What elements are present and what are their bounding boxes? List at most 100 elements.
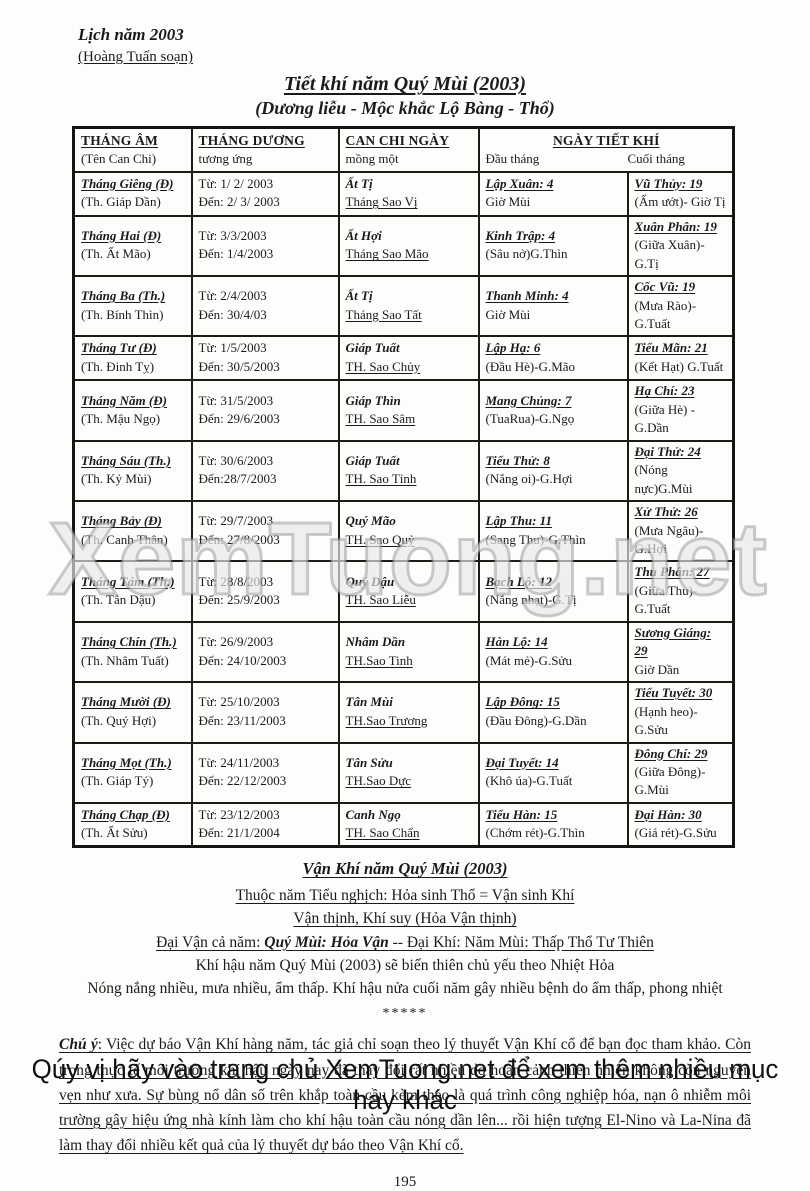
- term-start-detail: (Mát mẻ)-G.Sửu: [485, 652, 572, 668]
- term-start-detail: (Sang Thu)-G.Thìn: [485, 531, 586, 547]
- table-row: Tháng Giêng (Đ) (Th. Giáp Dần) Từ: 1/ 2/…: [72, 170, 735, 217]
- cell-term-end: Đại Thử: 24 (Nóng nực)G.Mùi: [626, 439, 735, 503]
- cell-month: Tháng Bảy (Đ) (Th. Canh Thân): [72, 500, 193, 563]
- book-title: Lịch năm 2003: [78, 25, 184, 44]
- solar-from: Từ: 25/10/2003: [198, 694, 280, 710]
- cell-solar-range: Từ: 23/12/2003 Đến: 21/1/2004: [190, 801, 340, 848]
- cell-canchi-day: Giáp Thìn TH. Sao Sâm: [337, 379, 480, 442]
- term-start-name: Lập Xuân: 4: [485, 175, 554, 191]
- term-start-name: Kinh Trập: 4: [485, 227, 556, 243]
- solar-to: Đến: 29/6/2003: [198, 411, 280, 427]
- term-end-name: Xử Thử: 26: [634, 504, 698, 520]
- solar-to: Đến: 30/4/03: [198, 306, 267, 322]
- term-start-name: Bạch Lộ: 12: [485, 573, 552, 589]
- month-name: Tháng Giêng (Đ): [81, 175, 174, 191]
- first-day-star: TH.Sao Dực: [345, 773, 412, 789]
- first-day-canchi: Ất Tị: [345, 175, 373, 191]
- term-end-detail: (Ẩm ướt)- Giờ Tị: [634, 194, 726, 210]
- term-start-detail: (Nắng nhạt)-G.Tị: [485, 592, 577, 608]
- cell-month: Tháng Năm (Đ) (Th. Mậu Ngọ): [72, 379, 193, 442]
- cell-solar-range: Từ: 28/8/2003 Đến: 25/9/2003: [190, 560, 340, 623]
- col-header-thang-duong: THÁNG DƯƠNG tương ứng: [190, 126, 340, 173]
- book-header: Lịch năm 2003 (Hoàng Tuấn soạn): [0, 0, 810, 67]
- month-name: Tháng Chạp (Đ): [81, 806, 170, 822]
- cell-canchi-day: Ất Tị Tháng Sao Tất: [337, 275, 480, 338]
- table-row: Tháng Năm (Đ) (Th. Mậu Ngọ) Từ: 31/5/200…: [72, 379, 735, 442]
- first-day-star: TH.Sao Tinh: [345, 652, 413, 668]
- month-canchi: (Th. Mậu Ngọ): [81, 411, 161, 427]
- month-canchi: (Th. Kỷ Mùi): [81, 471, 152, 487]
- term-start-detail: (Sâu nở)G.Thìn: [485, 246, 568, 262]
- term-end-name: Vũ Thủy: 19: [634, 175, 703, 191]
- first-day-star: TH. Sao Tỉnh: [345, 471, 417, 487]
- table-row: Tháng Sáu (Th.) (Th. Kỷ Mùi) Từ: 30/6/20…: [72, 439, 735, 503]
- month-name: Tháng Năm (Đ): [81, 392, 167, 408]
- month-name: Tháng Chín (Th.): [81, 634, 177, 650]
- term-start-name: Tiểu Thử: 8: [485, 452, 550, 468]
- term-start-name: Tiểu Hàn: 15: [485, 806, 558, 822]
- first-day-star: Tháng Sao Vị: [345, 194, 418, 210]
- book-author: (Hoàng Tuấn soạn): [78, 48, 193, 65]
- table-header: THÁNG ÂM (Tên Can Chi) THÁNG DƯƠNG tương…: [72, 126, 735, 173]
- table-row: Tháng Bảy (Đ) (Th. Canh Thân) Từ: 29/7/2…: [72, 500, 735, 563]
- cell-solar-range: Từ: 1/5/2003 Đến: 30/5/2003: [190, 335, 340, 382]
- cell-canchi-day: Tân Mùi TH.Sao Trương: [337, 681, 480, 744]
- cell-month: Tháng Sáu (Th.) (Th. Kỷ Mùi): [72, 439, 193, 503]
- cell-term-start: Lập Xuân: 4 Giờ Mùi: [477, 170, 629, 217]
- table-row: Tháng Tám (Th.) (Th. Tân Dậu) Từ: 28/8/2…: [72, 560, 735, 623]
- cell-month: Tháng Chạp (Đ) (Th. Ất Sửu): [72, 801, 193, 848]
- term-end-name: Đại Thử: 24: [634, 443, 701, 459]
- cell-solar-range: Từ: 24/11/2003 Đến: 22/12/2003: [190, 741, 340, 804]
- month-name: Tháng Hai (Đ): [81, 227, 162, 243]
- solar-from: Từ: 30/6/2003: [198, 452, 274, 468]
- month-canchi: (Th. Ất Sửu): [81, 825, 148, 841]
- cell-canchi-day: Giáp Tuất TH. Sao Tỉnh: [337, 439, 480, 503]
- first-day-canchi: Quý Dậu: [345, 573, 395, 589]
- van-khi-line3: Đại Vận cả năm: Quý Mùi: Hỏa Vận -- Đại …: [156, 933, 654, 951]
- term-start-name: Mang Chủng: 7: [485, 392, 572, 408]
- stars-separator: *****: [382, 1006, 428, 1022]
- month-canchi: (Th. Giáp Tý): [81, 773, 154, 789]
- solar-to: Đến: 24/10/2003: [198, 652, 287, 668]
- term-end-detail: (Nóng nực)G.Mùi: [634, 462, 693, 496]
- term-end-detail: (Giữa Hè) - G.Dần: [634, 401, 695, 436]
- term-end-name: Tiểu Mãn: 21: [634, 340, 708, 356]
- first-day-canchi: Tân Mùi: [345, 694, 393, 710]
- term-end-detail: (Giữa Thu)-G.Tuất: [634, 582, 698, 617]
- cell-month: Tháng Ba (Th.) (Th. Bính Thìn): [72, 275, 193, 338]
- month-canchi: (Th. Nhâm Tuất): [81, 652, 169, 668]
- month-name: Tháng Ba (Th.): [81, 288, 166, 304]
- first-day-canchi: Ất Tị: [345, 288, 373, 304]
- cell-month: Tháng Chín (Th.) (Th. Nhâm Tuất): [72, 620, 193, 684]
- cell-term-start: Hàn Lộ: 14 (Mát mẻ)-G.Sửu: [477, 620, 629, 684]
- cell-term-start: Tiểu Thử: 8 (Nắng oi)-G.Hợi: [477, 439, 629, 503]
- cell-term-end: Xử Thử: 26 (Mưa Ngâu)-G.Hợi: [626, 500, 735, 563]
- solar-from: Từ: 24/11/2003: [198, 754, 280, 770]
- cell-solar-range: Từ: 25/10/2003 Đến: 23/11/2003: [190, 681, 340, 744]
- page-subtitle: (Dương liễu - Mộc khắc Lộ Bàng - Thổ): [255, 98, 555, 119]
- table-row: Tháng Ba (Th.) (Th. Bính Thìn) Từ: 2/4/2…: [72, 275, 735, 338]
- term-start-detail: (Khô úa)-G.Tuất: [485, 773, 573, 789]
- cell-term-end: Cốc Vũ: 19 (Mưa Rào)-G.Tuất: [626, 275, 735, 338]
- term-start-name: Lập Thu: 11: [485, 513, 552, 529]
- cell-solar-range: Từ: 30/6/2003 Đến:28/7/2003: [190, 439, 340, 503]
- first-day-canchi: Quý Mão: [345, 513, 396, 529]
- month-name: Tháng Tám (Th.): [81, 573, 175, 589]
- page-number: 195: [393, 1173, 417, 1190]
- solar-to: Đến:28/7/2003: [198, 471, 277, 487]
- solar-to: Đến: 23/11/2003: [198, 712, 286, 728]
- term-end-detail: (Giữa Đông)-G.Mùi: [634, 764, 706, 798]
- term-end-name: Tiểu Tuyết: 30: [634, 685, 713, 701]
- cell-term-end: Thu Phân: 27 (Giữa Thu)-G.Tuất: [626, 560, 735, 623]
- first-day-canchi: Giáp Thìn: [345, 392, 401, 408]
- first-day-canchi: Giáp Tuất: [345, 452, 400, 468]
- month-name: Tháng Sáu (Th.): [81, 452, 171, 468]
- solar-from: Từ: 1/5/2003: [198, 340, 267, 356]
- cell-term-start: Lập Hạ: 6 (Đầu Hè)-G.Mão: [477, 335, 629, 382]
- cell-canchi-day: Ất Tị Tháng Sao Vị: [337, 170, 480, 217]
- cell-term-end: Xuân Phân: 19 (Giữa Xuân)-G.Tị: [626, 214, 735, 278]
- month-canchi: (Th. Tân Dậu): [81, 592, 156, 608]
- cell-term-start: Lập Đông: 15 (Đầu Đông)-G.Dần: [477, 681, 629, 744]
- cell-month: Tháng Mười (Đ) (Th. Quý Hợi): [72, 681, 193, 744]
- first-day-star: TH. Sao Chủy: [345, 358, 421, 374]
